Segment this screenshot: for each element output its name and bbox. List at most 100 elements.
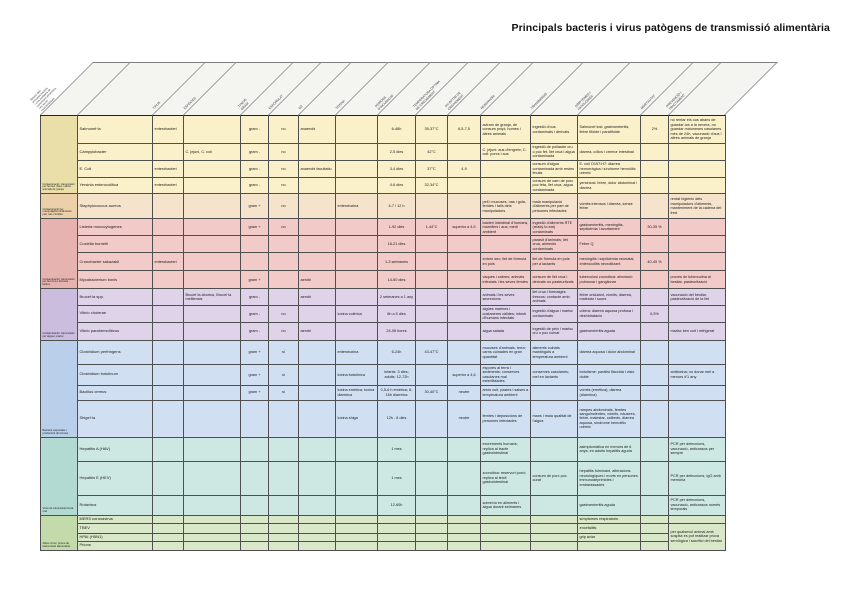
cell-prevencio (668, 384, 726, 401)
cell-incubacio (377, 522, 416, 534)
cell-reservori: espores al terra i sediments; conserves … (480, 363, 531, 386)
cell-organism: HPAI (H5N1) (77, 532, 153, 542)
cell-ph (447, 339, 481, 365)
cell-temperatura (415, 436, 448, 462)
cell-o2 (298, 339, 336, 365)
cell-especies (183, 252, 241, 272)
cell-especies (183, 436, 241, 462)
cell-gram (240, 522, 269, 534)
cell-toxina (335, 218, 378, 237)
cell-mortalitat (640, 321, 669, 341)
cell-toxina (335, 522, 378, 534)
cell-esporulat: no (268, 176, 299, 195)
cell-transmissio (530, 384, 578, 401)
cell-incubacio: 6h a 5 dies (377, 304, 416, 323)
cell-reservori (480, 160, 531, 178)
cell-especies (183, 494, 241, 516)
cell-simptomes: diarrea, còlics i cremor intestinal (577, 143, 641, 161)
table-row: Contaminació i transmissió per aigua i m… (40, 288, 726, 341)
cell-incubacio: 3-4 dies (377, 160, 416, 178)
cell-incubacio: 6-24h (377, 339, 416, 365)
cell-tipus (152, 514, 184, 524)
cell-tipus: enterobacteri (152, 252, 184, 272)
cell-temperatura (415, 514, 448, 524)
cell-simptomes: yersiniosi: febre, dolor abdominal i dia… (577, 176, 641, 195)
cell-prevencio: PCR per deteccions, vacunació, anticosso… (668, 494, 726, 516)
cell-transmissio: ingestió de pollastre cru o poc fet, lle… (530, 143, 578, 161)
cell-transmissio: consum de llet crua i derivats no pasteu… (530, 270, 578, 290)
cell-o2: aerobi (298, 321, 336, 341)
cell-gram: gram - (240, 115, 269, 144)
cell-transmissio: ingestió d'aliments RTE (ready to eat) c… (530, 218, 578, 237)
cell-mortalitat: 40-45 % (640, 252, 669, 272)
cell-especies (183, 532, 241, 542)
cell-prevencio (668, 399, 726, 438)
cell-transmissio: mala manipulació d'aliments per part de … (530, 193, 578, 220)
cell-toxina (335, 494, 378, 516)
cell-esporulat (268, 494, 299, 516)
cell-especies (183, 193, 241, 220)
cell-reservori: aigua salada (480, 321, 531, 341)
cell-reservori (480, 540, 531, 551)
cell-gram (240, 436, 269, 462)
cell-esporulat (268, 532, 299, 542)
cell-mortalitat (640, 160, 669, 178)
cell-tipus (152, 235, 184, 254)
cell-incubacio: 4-6 dies (377, 176, 416, 195)
cell-gram: gram + (240, 384, 269, 401)
cell-temperatura: 32-34°C (415, 176, 448, 195)
cell-mortalitat: 0,5% (640, 304, 669, 323)
cell-gram: gram - (240, 288, 269, 306)
cell-o2: anaerobi (298, 115, 336, 144)
cell-tipus (152, 460, 184, 496)
cell-o2 (298, 304, 336, 323)
cell-tipus (152, 339, 184, 365)
cell-toxina (335, 143, 378, 161)
table-row: Yersinia enterocolitica enterobacteri gram… (41, 176, 726, 195)
cell-prevencio: antitoxina; no donar mel a menors d'1 an… (668, 363, 726, 386)
cell-simptomes: meningitis i septicèmia neonatal, entero… (577, 252, 641, 272)
cell-temperatura (415, 540, 448, 551)
table-row: HPAI (H5N1) grip aviar (41, 532, 726, 542)
cell-ph: neutre (447, 384, 481, 401)
cell-toxina: toxina colèrica (335, 304, 378, 323)
cell-ph (447, 436, 481, 462)
cell-gram: gram + (240, 339, 269, 365)
cell-esporulat: no (268, 321, 299, 341)
cell-temperatura (415, 363, 448, 386)
cell-mortalitat (640, 532, 669, 542)
cell-organism: Vibrio parahemolíticus (77, 321, 153, 341)
cell-prevencio (668, 218, 726, 237)
cell-reservori: excrements humans; replica al tracte gas… (480, 436, 531, 462)
cell-simptomes: asimptomàtica en menors de 6 anys; en ad… (577, 436, 641, 462)
cell-especies (183, 384, 241, 401)
cell-esporulat (268, 288, 299, 306)
cell-gram: gram - (240, 304, 269, 323)
cell-organism: Brucel·la spp. (77, 288, 153, 306)
cell-simptomes: grip aviar (577, 532, 641, 542)
cell-incubacio: 1 mes (377, 460, 416, 496)
cell-toxina: enterotoxina (335, 193, 378, 220)
cell-incubacio: 2 setmanes a 1 any (377, 288, 416, 306)
cell-tipus (152, 436, 184, 462)
cell-o2: aerobi (298, 288, 336, 306)
cell-tipus (152, 399, 184, 438)
cell-gram: gram - (240, 321, 269, 341)
cell-reservori: pell i mucoses, nas i gola, ferides i ta… (480, 193, 531, 220)
cell-toxina (335, 235, 378, 254)
cell-reservori (480, 532, 531, 542)
cell-mortalitat (640, 176, 669, 195)
cell-reservori (480, 176, 531, 195)
cell-gram: gram + (240, 193, 269, 220)
cell-esporulat: no (268, 115, 299, 144)
cell-mortalitat (640, 235, 669, 254)
cell-esporulat (268, 522, 299, 534)
cell-reservori: vaques i cabres; animals infectats i les… (480, 270, 531, 290)
cell-toxina (335, 252, 378, 272)
cell-transmissio: ingestió d'aigua i marisc contaminats (530, 304, 578, 323)
cell-esporulat (268, 270, 299, 290)
cell-transmissio (530, 540, 578, 551)
cell-temperatura (415, 460, 448, 496)
cell-especies (183, 270, 241, 290)
table-row: TBEV encefalitis per qualsevol animal amb … (41, 522, 726, 551)
